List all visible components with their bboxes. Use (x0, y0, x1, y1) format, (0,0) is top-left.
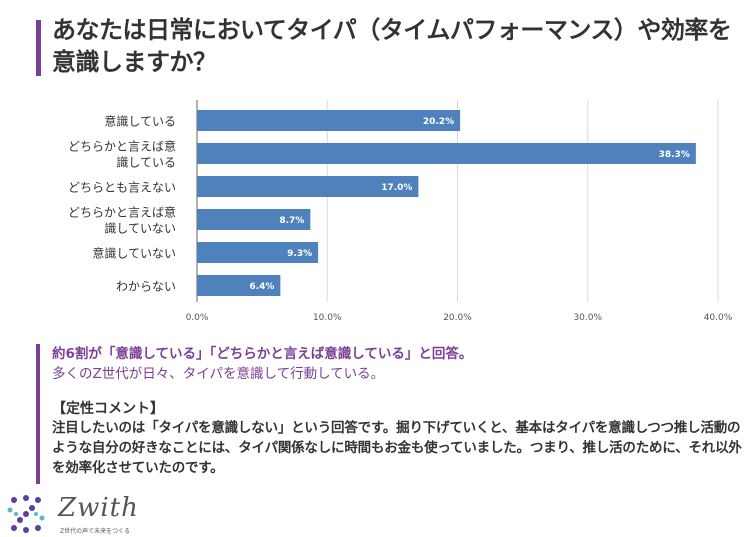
page-title: あなたは日常においてタイパ（タイムパフォーマンス）や効率を意識しますか？ (52, 16, 732, 76)
bar (197, 143, 696, 164)
summary-accent-bar (36, 344, 40, 484)
bar-value-label: 17.0% (381, 183, 412, 193)
bar-value-label: 6.4% (249, 282, 274, 292)
bar-value-label: 8.7% (279, 216, 304, 226)
summary-headline: 約6割が「意識している」「どちらかと言えば意識している」と回答。 (52, 346, 473, 362)
logo-tagline: Z世代の声で未来をつくる (60, 528, 130, 535)
logo-wordmark: Zwith (58, 493, 139, 523)
category-label: どちらかと言えば意 (68, 139, 176, 154)
category-label: 識していない (104, 222, 176, 236)
category-label: 識している (116, 156, 176, 170)
x-tick-label: 40.0% (704, 313, 733, 323)
x-tick-label: 10.0% (313, 313, 342, 323)
bar-value-label: 20.2% (423, 117, 454, 127)
category-label: 意識していない (92, 246, 176, 261)
x-tick-label: 20.0% (443, 313, 472, 323)
bar (197, 176, 419, 197)
category-label: どちらかと言えば意 (68, 205, 176, 220)
zwith-logo-icon (7, 495, 45, 533)
bar (197, 110, 461, 131)
category-label: わからない (116, 280, 176, 294)
x-tick-label: 30.0% (573, 313, 602, 323)
bar-value-label: 9.3% (287, 249, 312, 259)
x-tick-label: 0.0% (186, 313, 209, 323)
bar-value-label: 38.3% (659, 150, 690, 160)
summary-subline: 多くのZ世代が日々、タイパを意識して行動している。 (52, 366, 385, 382)
title-accent-bar (36, 20, 41, 76)
category-label: 意識している (104, 114, 176, 129)
comment-heading: 【定性コメント】 (52, 401, 164, 417)
bar (197, 209, 311, 230)
category-label: どちらとも言えない (68, 181, 176, 195)
bar-chart: 0.0% 10.0% 20.0% 30.0% 40.0% 20.2% 意識している 38.3%… (68, 100, 733, 323)
comment-body: 注目したいのは「タイパを意識しない」という回答です。掘り下げていくと、基本はタイ… (52, 420, 742, 476)
bar (197, 275, 281, 296)
bar (197, 242, 319, 263)
